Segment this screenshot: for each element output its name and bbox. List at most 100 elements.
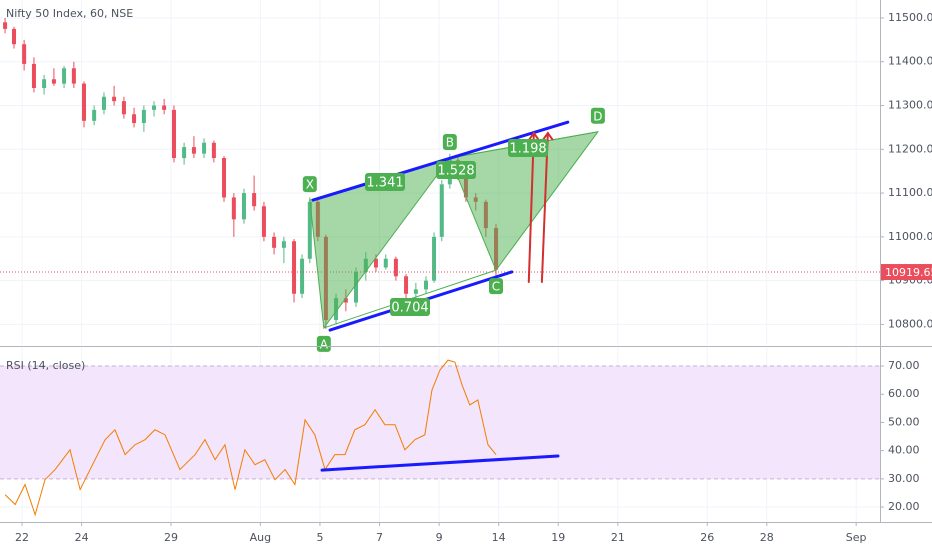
arrow-head: [542, 131, 554, 141]
rsi-line: [4, 359, 497, 517]
candle-body: [393, 258, 398, 277]
y-tick-label: 40.00: [888, 444, 920, 457]
candle-body: [3, 22, 8, 29]
point-badge: [590, 107, 605, 124]
point-badge: [442, 134, 457, 151]
point-label: A: [320, 337, 329, 351]
symbol-title: Nifty 50 Index, 60, NSE: [6, 7, 133, 20]
candle-body: [121, 101, 126, 115]
y-tick-label: 60.00: [888, 387, 920, 400]
last-price-label: 10919.65: [885, 266, 932, 279]
candle-body: [261, 206, 266, 237]
x-tick-label: 9: [436, 531, 443, 544]
x-tick-label: 24: [75, 531, 89, 544]
x-tick-label: 5: [316, 531, 323, 544]
candle-body: [152, 105, 157, 110]
candle-body: [82, 83, 87, 121]
point-badge: [316, 335, 331, 352]
candle-body: [241, 193, 246, 220]
candle-body: [222, 158, 227, 198]
y-tick-label: 50.00: [888, 415, 920, 428]
rsi-band-layer: [0, 365, 880, 480]
candle-body: [383, 258, 388, 268]
candle-body: [191, 147, 196, 154]
candle-body: [307, 201, 312, 259]
candle-body: [272, 236, 277, 248]
x-tick-label: 14: [492, 531, 506, 544]
y-tick-label: 11200.00: [888, 142, 932, 155]
candle-body: [132, 114, 137, 124]
candle-body: [404, 276, 409, 294]
candle-body: [12, 28, 17, 45]
point-label: X: [306, 178, 314, 192]
candle-body: [292, 241, 297, 294]
ratio-label: 1.341: [366, 176, 403, 191]
last-price-badge: [881, 264, 932, 281]
ratio-badge: [436, 161, 476, 179]
candle-body: [31, 63, 36, 89]
candle-body: [300, 258, 305, 294]
x-tick-label: Sep: [846, 531, 867, 544]
y-tick-label: 11300.00: [888, 99, 932, 112]
y-tick-label: 11000.00: [888, 230, 932, 243]
arrow-line: [527, 132, 535, 283]
x-tick-label: 21: [611, 531, 625, 544]
point-badge: [489, 278, 504, 295]
arrow-head: [528, 131, 540, 141]
y-tick-label: 11500.00: [888, 11, 932, 24]
point-label: C: [492, 280, 500, 294]
candle-body: [182, 147, 187, 159]
candle-body: [141, 109, 146, 124]
candle-body: [171, 109, 176, 159]
arrow-line: [540, 132, 549, 283]
candle-body: [112, 96, 117, 102]
candle-body: [413, 289, 418, 294]
candle-body: [353, 271, 358, 303]
point-label: B: [446, 136, 454, 150]
candle-body: [62, 68, 67, 84]
candle-body: [42, 79, 47, 89]
candle-body: [211, 142, 216, 159]
candle-body: [202, 142, 207, 154]
rsi-title: RSI (14, close): [6, 359, 85, 372]
x-tick-label: 22: [15, 531, 29, 544]
y-tick-label: 20.00: [888, 500, 920, 513]
y-tick-label: 70.00: [888, 359, 920, 372]
candle-body: [101, 96, 106, 110]
candle-body: [22, 44, 27, 64]
candle-body: [439, 184, 444, 237]
x-tick-label: 26: [700, 531, 714, 544]
point-label: D: [593, 109, 602, 123]
x-tick-label: 29: [164, 531, 178, 544]
ratio-badge: [508, 139, 548, 157]
candle-body: [423, 280, 428, 290]
y-tick-label: 11400.00: [888, 55, 932, 68]
candle-body: [71, 68, 76, 84]
ratio-label: 1.528: [437, 164, 474, 179]
candle-body: [92, 109, 97, 121]
point-badge: [302, 176, 317, 193]
y-tick-label: 11100.00: [888, 186, 932, 199]
candle-body: [373, 258, 378, 268]
x-tick-label: Aug: [250, 531, 271, 544]
ratio-label: 1.198: [509, 142, 546, 157]
rsi-band: [0, 366, 880, 479]
x-tick-label: 28: [760, 531, 774, 544]
rsi-trend-line: [320, 454, 560, 472]
ratio-label: 0.704: [391, 301, 428, 316]
x-tick-label: 19: [551, 531, 565, 544]
candle-body: [51, 79, 56, 84]
candle-body: [343, 298, 348, 303]
candle-body: [252, 193, 257, 207]
y-tick-label: 10800.00: [888, 317, 932, 330]
candle-body: [281, 241, 286, 248]
axes: 222429Aug5791419212628Sep10800.0010900.0…: [15, 11, 932, 544]
x-tick-label: 7: [376, 531, 383, 544]
candle-body: [162, 105, 167, 110]
drawings: 1.341 0.704 1.528 1.198 X A B C D: [0, 107, 880, 472]
ratio-badge: [365, 173, 405, 191]
y-tick-label: 30.00: [888, 472, 920, 485]
candle-body: [432, 236, 437, 281]
